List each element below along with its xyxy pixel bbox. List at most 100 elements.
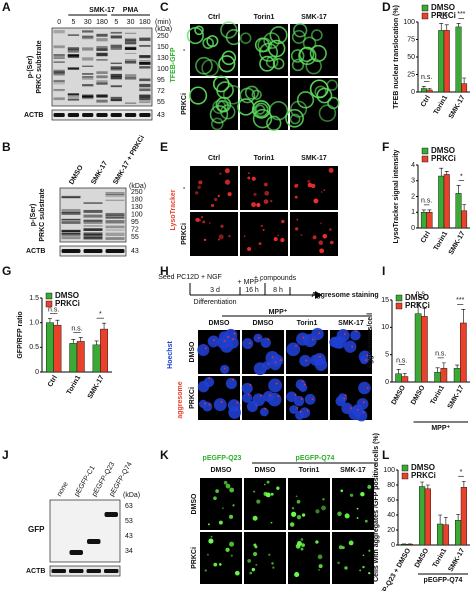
legend-label: DMSO [411, 463, 435, 472]
label: DMSO [253, 320, 275, 327]
aggresome [264, 407, 267, 410]
puncta [301, 543, 305, 547]
puncta [322, 233, 328, 239]
puncta [224, 168, 230, 174]
aggresome [220, 401, 223, 403]
y-tick-label: 25 [407, 71, 415, 78]
x-tick-label: SMK-17 [448, 94, 467, 120]
label: 5 [71, 19, 75, 26]
nucleus [298, 383, 308, 392]
label: 55 [157, 99, 165, 106]
puncta [289, 522, 295, 527]
x-tick-label: DMSO [414, 547, 431, 569]
aggresome [204, 347, 207, 350]
cell [220, 104, 236, 120]
nucleus [335, 395, 346, 407]
label: 63 [125, 503, 133, 510]
label: pEGFP-Q74 [296, 455, 335, 462]
band [82, 30, 94, 33]
label: (min) [155, 19, 171, 26]
label: SMK-17 [301, 155, 327, 162]
annotation: n.s. [421, 198, 432, 205]
band [83, 209, 103, 213]
puncta [330, 240, 334, 245]
cell [285, 108, 304, 128]
band [139, 88, 151, 92]
puncta [348, 540, 354, 546]
label: PMA [123, 7, 139, 14]
band [110, 73, 122, 77]
puncta [362, 565, 365, 569]
puncta [277, 234, 279, 237]
legend-swatch [45, 300, 53, 308]
y-tick-label: 5 [385, 352, 389, 359]
puncta [253, 551, 258, 557]
aggresome [355, 330, 358, 333]
nucleus [341, 402, 353, 415]
band [67, 34, 80, 36]
y-tick-label: 100 [383, 467, 395, 474]
cell [316, 87, 333, 104]
error-bar [441, 362, 446, 369]
label: Torin1 [254, 14, 275, 21]
band [110, 62, 122, 65]
micrograph [240, 24, 288, 76]
aggresome [267, 338, 270, 341]
cell [310, 29, 323, 41]
nucleus [203, 376, 215, 388]
band [67, 48, 80, 51]
band [67, 96, 80, 98]
cell [291, 29, 306, 44]
aggresome [227, 335, 230, 338]
nucleus [241, 382, 253, 394]
puncta [307, 179, 311, 183]
band [105, 213, 125, 216]
puncta [272, 566, 275, 569]
band [83, 220, 103, 224]
band [96, 82, 108, 85]
band [96, 94, 108, 98]
puncta [203, 238, 207, 242]
error-bar [55, 319, 60, 326]
nucleus [198, 399, 208, 409]
bar [438, 175, 445, 229]
band [105, 199, 125, 201]
puncta [263, 199, 269, 204]
aggresome [356, 408, 359, 411]
y-tick-label: 80 [387, 482, 395, 489]
label: Seed PC12D + NGF [158, 274, 222, 281]
band [110, 99, 122, 102]
label: Aggresome staining [311, 292, 378, 299]
puncta [207, 523, 210, 526]
puncta [224, 179, 231, 185]
label: SMK-17 [340, 467, 366, 474]
band [124, 113, 137, 117]
cell [239, 32, 252, 44]
puncta [222, 507, 224, 509]
puncta [270, 199, 273, 203]
puncta [247, 247, 252, 252]
bar [443, 174, 450, 229]
cell [272, 57, 285, 70]
puncta [337, 561, 340, 565]
y-tick-label: 50 [407, 54, 415, 61]
puncta [229, 487, 235, 493]
error-bar [416, 302, 421, 314]
nucleus [197, 344, 210, 357]
label: B [2, 140, 11, 154]
label: 43 [131, 248, 139, 255]
band [61, 232, 81, 235]
group-label: pEGFP-Q74 [424, 577, 463, 584]
puncta [229, 541, 235, 547]
bar [69, 343, 78, 373]
cell [309, 79, 329, 99]
label: D [382, 0, 391, 14]
band [51, 569, 66, 573]
aggresome [362, 401, 365, 404]
bar [460, 322, 467, 383]
label: TFEB-GFP [170, 47, 177, 82]
annotation: * [99, 311, 102, 318]
puncta [280, 237, 285, 243]
cell [318, 104, 337, 122]
x-tick-label: Torin1 [66, 374, 83, 396]
